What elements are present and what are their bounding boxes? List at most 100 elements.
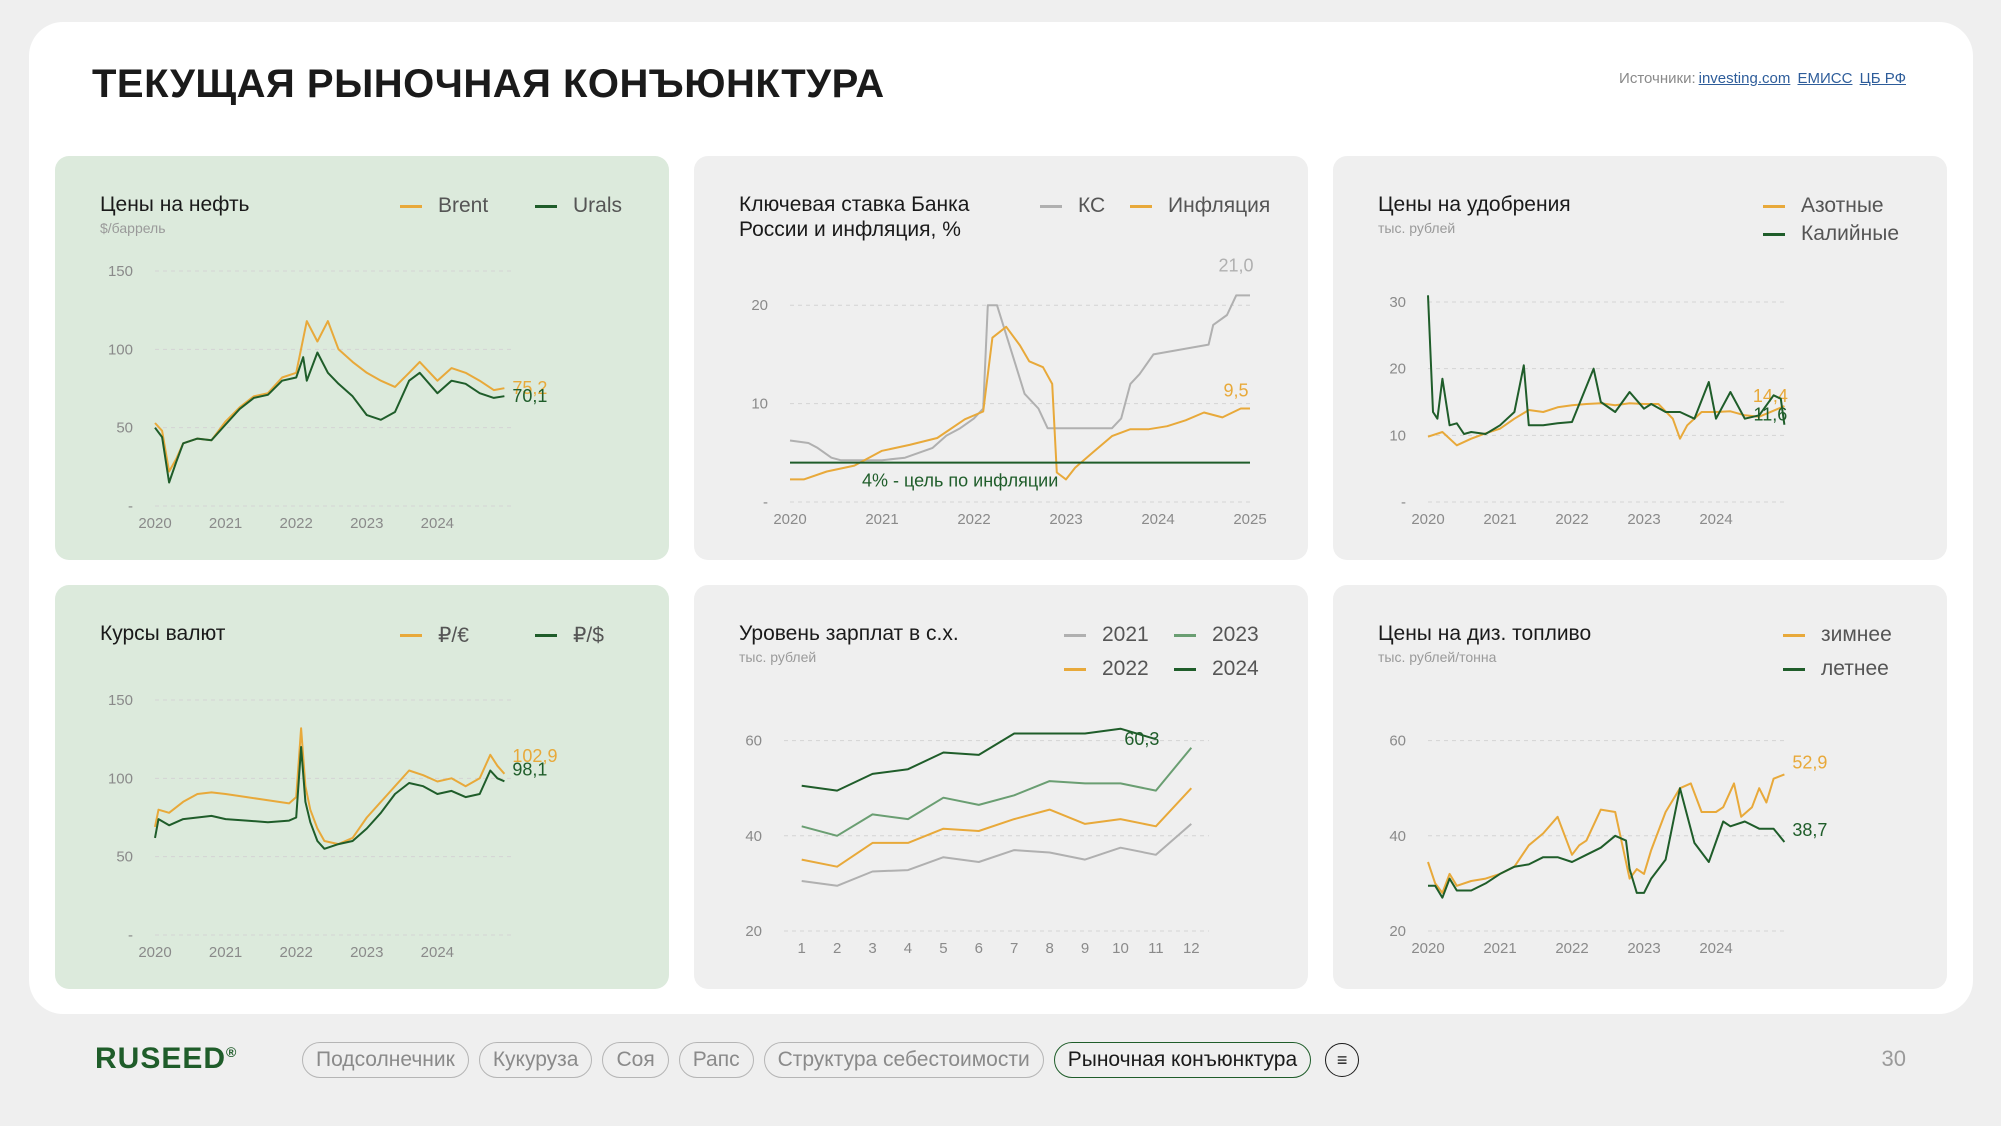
- legend-nitrogen: Азотные: [1763, 194, 1884, 218]
- card-subtitle: тыс. рублей: [1378, 220, 1456, 236]
- logo-text: RUSEED: [95, 1042, 227, 1075]
- ruseed-logo[interactable]: RUSEED®: [95, 1042, 237, 1076]
- y-tick-label: 20: [751, 297, 768, 314]
- legend-label: Brent: [438, 194, 489, 217]
- fertilizer-chart: - 10 20 30 2020 2021 2022 2023 2024 14,411,6: [1389, 294, 1788, 528]
- series-line: [154, 351, 505, 484]
- nav-market-conditions[interactable]: Рыночная конъюнктура: [1053, 1042, 1312, 1078]
- x-tick-label: 2024: [421, 515, 454, 532]
- legend-swatch: [400, 204, 422, 208]
- y-tick-label: 150: [108, 692, 133, 709]
- x-tick-label: 5: [939, 940, 947, 957]
- legend-swatch: [1174, 633, 1196, 637]
- x-tick-label: 2024: [421, 944, 454, 961]
- legend-swatch: [535, 634, 557, 637]
- y-tick-label: 20: [1389, 923, 1406, 940]
- legend-potash: Калийные: [1763, 222, 1899, 246]
- legend-2022: 2022: [1064, 657, 1149, 681]
- x-tick-label: 2020: [1411, 511, 1444, 528]
- end-value-label: 52,9: [1792, 752, 1827, 772]
- x-tick-label: 2021: [865, 511, 898, 528]
- source-link-investing[interactable]: investing.com: [1698, 70, 1791, 87]
- y-tick-label: -: [128, 498, 133, 515]
- x-tick-label: 2023: [350, 515, 383, 532]
- x-tick-label: 12: [1183, 940, 1200, 957]
- legend-label: Urals: [573, 194, 623, 217]
- legend-label: летнее: [1821, 657, 1889, 680]
- y-tick-label: 40: [745, 828, 762, 845]
- card-fertilizer: Цены на удобрения тыс. рублей Азотные Ка…: [1333, 156, 1947, 560]
- y-tick-label: 10: [751, 396, 768, 413]
- card-title: Цены на нефть: [100, 193, 250, 216]
- legend-label: ₽/$: [573, 624, 604, 647]
- card-subtitle: тыс. рублей: [739, 649, 817, 665]
- inflation-target-annotation: 4% - цель по инфляции: [862, 471, 1058, 491]
- series-line: [801, 727, 1157, 792]
- legend-swatch: [1064, 667, 1086, 671]
- x-tick-label: 2: [833, 940, 841, 957]
- series-line: [1428, 787, 1786, 899]
- x-tick-label: 2023: [350, 944, 383, 961]
- legend-label: ₽/€: [438, 624, 469, 647]
- end-value-label: 21,0: [1218, 255, 1253, 275]
- nav-soy[interactable]: Соя: [602, 1042, 669, 1078]
- legend-label: Инфляция: [1168, 194, 1271, 217]
- card-title: Цены на диз. топливо: [1378, 622, 1592, 645]
- source-link-emiss[interactable]: ЕМИСС: [1797, 70, 1853, 87]
- legend-2021: 2021: [1064, 623, 1149, 647]
- x-tick-label: 1: [798, 940, 806, 957]
- end-value-label: 11,6: [1754, 405, 1788, 425]
- x-tick-label: 2022: [279, 944, 312, 961]
- nav-rapeseed[interactable]: Рапс: [678, 1042, 754, 1078]
- menu-button[interactable]: ≡: [1325, 1043, 1360, 1077]
- menu-icon: ≡: [1336, 1049, 1348, 1070]
- sources-label: Источники:: [1619, 70, 1696, 87]
- end-value-label: 98,1: [512, 759, 547, 779]
- card-title: Ключевая ставка Банка России и инфляция,…: [739, 193, 970, 241]
- x-tick-label: 2023: [1627, 940, 1660, 957]
- logo-mark: ®: [226, 1044, 238, 1060]
- series-line: [801, 787, 1193, 868]
- y-tick-label: 10: [1389, 427, 1406, 444]
- source-link-cbr[interactable]: ЦБ РФ: [1859, 70, 1906, 87]
- legend-swatch: [1763, 232, 1785, 236]
- series-line: [789, 294, 1250, 462]
- end-value-label: 75,2: [512, 378, 547, 398]
- x-tick-label: 3: [868, 940, 876, 957]
- x-tick-label: 2022: [279, 515, 312, 532]
- x-tick-label: 2023: [1627, 511, 1660, 528]
- x-tick-label: 9: [1081, 940, 1089, 957]
- legend-label: Калийные: [1801, 222, 1899, 245]
- nav-cost-structure[interactable]: Структура себестоимости: [763, 1042, 1044, 1078]
- y-tick-label: 60: [745, 733, 762, 750]
- y-tick-label: 40: [1389, 828, 1406, 845]
- x-tick-label: 2021: [209, 515, 242, 532]
- legend-summer: летнее: [1783, 657, 1889, 681]
- y-tick-label: 20: [1389, 361, 1406, 378]
- legend-brent: Brent: [400, 194, 488, 218]
- x-tick-label: 2024: [1699, 940, 1732, 957]
- legend-inflation: Инфляция: [1130, 194, 1270, 218]
- legend-usd: ₽/$: [535, 623, 604, 648]
- legend-swatch: [1040, 204, 1062, 208]
- legend-swatch: [535, 204, 557, 208]
- x-tick-label: 2020: [138, 944, 171, 961]
- legend-key-rate: КС: [1040, 194, 1105, 218]
- card-diesel: Цены на диз. топливо тыс. рублей/тонна з…: [1333, 585, 1947, 989]
- legend-urals: Urals: [535, 194, 622, 218]
- card-title: Цены на удобрения: [1378, 193, 1571, 216]
- end-value-label: 102,9: [512, 746, 557, 766]
- card-title: Уровень зарплат в с.х.: [739, 622, 959, 645]
- legend-swatch: [1783, 667, 1805, 671]
- x-tick-label: 2021: [1483, 511, 1516, 528]
- y-tick-label: 60: [1389, 733, 1406, 750]
- legend-label: 2022: [1102, 657, 1149, 680]
- nav-sunflower[interactable]: Подсолнечник: [302, 1042, 469, 1078]
- legend-swatch: [1174, 667, 1196, 671]
- legend-swatch: [1763, 204, 1785, 208]
- x-tick-label: 2020: [1411, 940, 1444, 957]
- nav-corn[interactable]: Кукуруза: [478, 1042, 593, 1078]
- card-key-rate: Ключевая ставка Банка России и инфляция,…: [694, 156, 1308, 560]
